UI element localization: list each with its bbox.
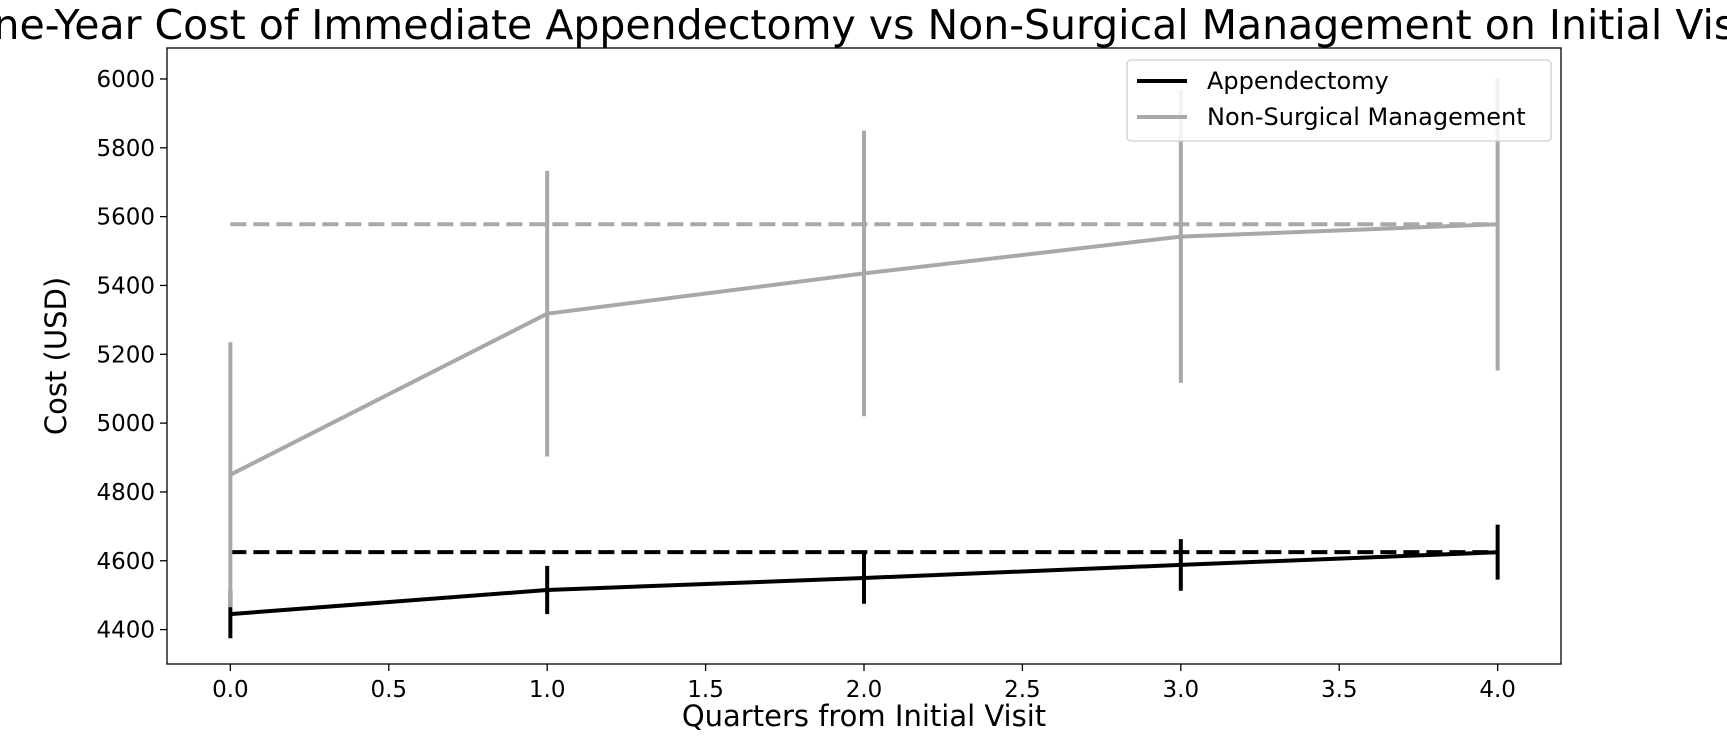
x-axis-label: Quarters from Initial Visit: [682, 699, 1046, 733]
y-tick-label: 6000: [96, 67, 155, 93]
x-axis: 0.0 0.5 1.0 1.5 2.0 2.5 3.0 3.5 4.0: [212, 664, 1516, 703]
series-non-surgical-management: [228, 77, 1500, 608]
series-line-non-surgical-management: [229, 222, 1498, 477]
series-line-appendectomy: [230, 550, 1498, 617]
x-tick-label: 2.5: [1004, 677, 1041, 703]
x-tick-label: 3.5: [1321, 677, 1358, 703]
x-tick-label: 2.0: [846, 677, 883, 703]
y-tick-label: 5000: [96, 411, 155, 437]
legend: Appendectomy Non-Surgical Management: [1126, 59, 1552, 142]
x-tick-label: 1.5: [687, 677, 724, 703]
x-tick-label: 4.0: [1479, 677, 1516, 703]
y-tick-label: 5400: [96, 273, 155, 299]
legend-label-non-surgical-management: Non-Surgical Management: [1207, 103, 1526, 131]
x-tick-label: 3.0: [1163, 677, 1200, 703]
y-tick-label: 4800: [96, 480, 155, 506]
y-tick-label: 5200: [96, 342, 155, 368]
legend-box: [1126, 59, 1552, 142]
x-tick-label: 0.5: [370, 677, 407, 703]
y-tick-label: 4600: [96, 549, 155, 575]
y-axis-label: Cost (USD): [39, 277, 73, 435]
y-tick-label: 4400: [96, 618, 155, 644]
x-tick-label: 0.0: [212, 677, 249, 703]
legend-label-appendectomy: Appendectomy: [1207, 67, 1389, 95]
chart-title: One-Year Cost of Immediate Appendectomy …: [0, 1, 1727, 49]
y-axis: 4400 4600 4800 5000 5200 5400 5600 5800 6000: [96, 67, 167, 644]
plot-content: [228, 77, 1500, 639]
x-tick-label: 1.0: [529, 677, 566, 703]
series-appendectomy: [228, 524, 1500, 639]
y-tick-label: 5600: [96, 205, 155, 231]
y-tick-label: 5800: [96, 136, 155, 162]
